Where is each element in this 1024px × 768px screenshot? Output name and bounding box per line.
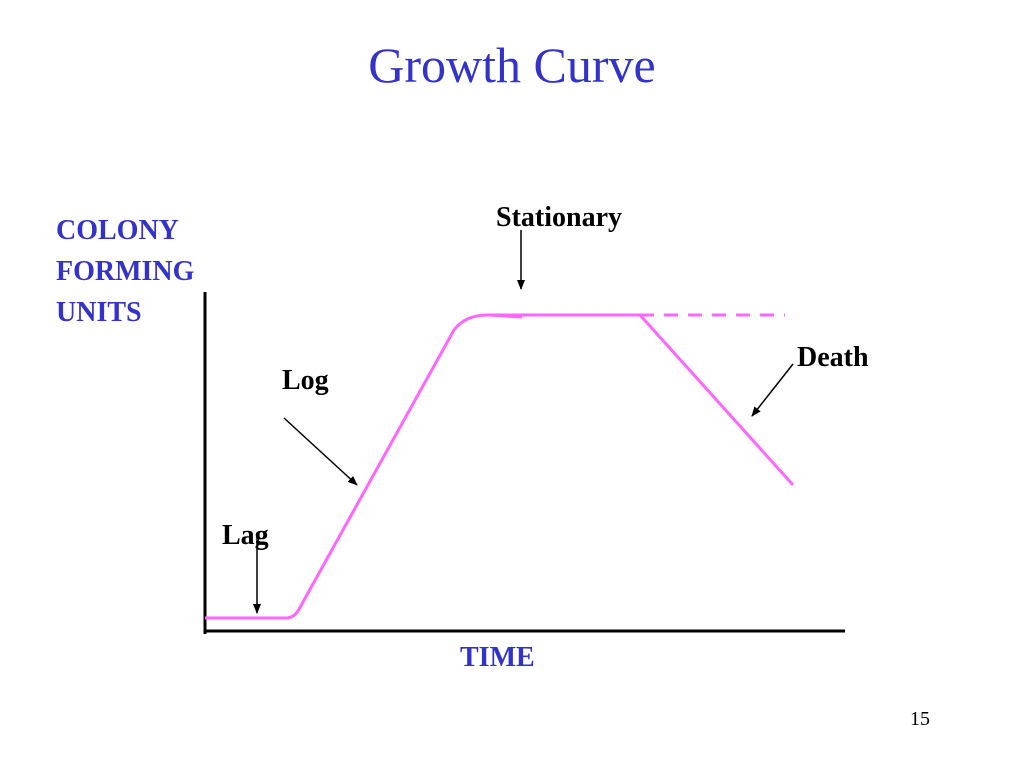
slide-title: Growth Curve bbox=[368, 37, 656, 93]
y-axis-label-line-1: COLONY bbox=[56, 215, 179, 246]
lag-phase-curve bbox=[205, 610, 300, 620]
log-phase-curve bbox=[296, 313, 523, 612]
y-axis-label-line-2: FORMING bbox=[56, 256, 195, 287]
log-label: Log bbox=[282, 365, 329, 396]
y-axis-label-line-3: UNITS bbox=[56, 297, 142, 328]
death-arrow bbox=[751, 363, 794, 417]
x-axis-label: TIME bbox=[460, 642, 535, 673]
log-arrow bbox=[283, 417, 358, 486]
lag-label: Lag bbox=[222, 520, 269, 551]
death-label: Death bbox=[797, 342, 869, 373]
page-number: 15 bbox=[910, 708, 930, 730]
stationary-label: Stationary bbox=[496, 202, 622, 233]
death-phase-curve bbox=[638, 313, 795, 487]
y-axis-label: COLONY FORMING UNITS bbox=[56, 210, 194, 333]
